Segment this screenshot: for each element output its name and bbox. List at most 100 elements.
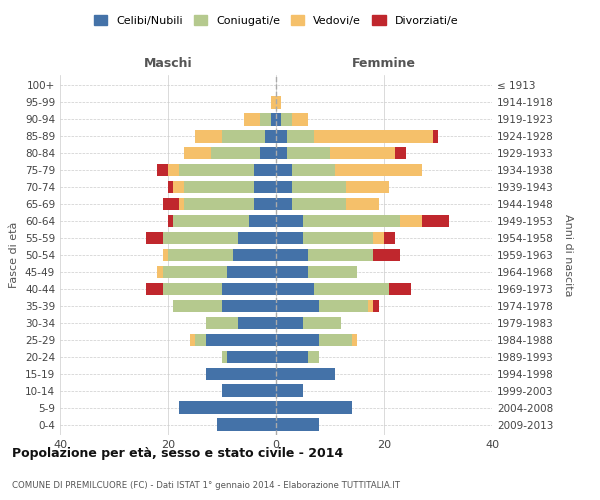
Bar [389, 282, 411, 296]
Bar [276, 113, 281, 126]
Bar [276, 214, 303, 228]
Bar [352, 334, 357, 346]
Bar [195, 334, 206, 346]
Bar [373, 248, 400, 262]
Bar [276, 130, 287, 142]
Y-axis label: Anni di nascita: Anni di nascita [563, 214, 573, 296]
Bar [179, 198, 184, 210]
Text: Maschi: Maschi [143, 57, 193, 70]
Bar [260, 113, 271, 126]
Bar [249, 214, 276, 228]
Bar [184, 198, 254, 210]
Bar [168, 248, 233, 262]
Bar [276, 384, 303, 397]
Bar [433, 130, 438, 142]
Bar [346, 180, 389, 194]
Bar [168, 164, 179, 176]
Bar [319, 300, 368, 312]
Bar [222, 350, 227, 364]
Bar [157, 266, 163, 278]
Bar [292, 164, 335, 176]
Bar [168, 180, 173, 194]
Bar [260, 146, 276, 160]
Bar [276, 248, 308, 262]
Bar [303, 316, 341, 330]
Bar [276, 350, 308, 364]
Bar [346, 198, 379, 210]
Bar [217, 418, 276, 431]
Bar [276, 266, 308, 278]
Text: Popolazione per età, sesso e stato civile - 2014: Popolazione per età, sesso e stato civil… [12, 448, 343, 460]
Bar [211, 146, 260, 160]
Bar [184, 180, 254, 194]
Bar [422, 214, 449, 228]
Bar [179, 164, 254, 176]
Bar [276, 282, 314, 296]
Bar [206, 368, 276, 380]
Bar [308, 266, 357, 278]
Bar [276, 334, 319, 346]
Bar [206, 316, 238, 330]
Bar [287, 130, 314, 142]
Bar [222, 282, 276, 296]
Bar [184, 146, 211, 160]
Bar [308, 350, 319, 364]
Bar [157, 164, 168, 176]
Bar [168, 214, 173, 228]
Bar [276, 146, 287, 160]
Bar [319, 334, 352, 346]
Bar [254, 180, 276, 194]
Bar [335, 164, 422, 176]
Text: Femmine: Femmine [352, 57, 416, 70]
Bar [292, 180, 346, 194]
Bar [179, 402, 276, 414]
Bar [276, 232, 303, 244]
Bar [238, 316, 276, 330]
Bar [276, 316, 303, 330]
Bar [276, 418, 319, 431]
Bar [195, 130, 222, 142]
Bar [206, 334, 276, 346]
Bar [254, 198, 276, 210]
Bar [276, 368, 335, 380]
Bar [163, 282, 222, 296]
Bar [308, 248, 373, 262]
Bar [373, 300, 379, 312]
Bar [303, 214, 400, 228]
Bar [163, 198, 179, 210]
Bar [238, 232, 276, 244]
Bar [163, 232, 238, 244]
Bar [314, 282, 389, 296]
Bar [173, 300, 222, 312]
Bar [163, 248, 168, 262]
Bar [265, 130, 276, 142]
Y-axis label: Fasce di età: Fasce di età [10, 222, 19, 288]
Bar [292, 113, 308, 126]
Bar [276, 300, 319, 312]
Bar [233, 248, 276, 262]
Bar [395, 146, 406, 160]
Bar [244, 113, 260, 126]
Bar [400, 214, 422, 228]
Bar [163, 266, 227, 278]
Legend: Celibi/Nubili, Coniugati/e, Vedovi/e, Divorziati/e: Celibi/Nubili, Coniugati/e, Vedovi/e, Di… [89, 10, 463, 30]
Bar [146, 282, 163, 296]
Bar [190, 334, 195, 346]
Text: COMUNE DI PREMILCUORE (FC) - Dati ISTAT 1° gennaio 2014 - Elaborazione TUTTITALI: COMUNE DI PREMILCUORE (FC) - Dati ISTAT … [12, 480, 400, 490]
Bar [173, 214, 249, 228]
Bar [276, 164, 292, 176]
Bar [373, 232, 384, 244]
Bar [222, 130, 265, 142]
Bar [146, 232, 163, 244]
Bar [254, 164, 276, 176]
Bar [271, 113, 276, 126]
Bar [271, 96, 276, 108]
Bar [368, 300, 373, 312]
Bar [276, 402, 352, 414]
Bar [276, 180, 292, 194]
Bar [303, 232, 373, 244]
Bar [276, 198, 292, 210]
Bar [222, 384, 276, 397]
Bar [173, 180, 184, 194]
Bar [314, 130, 433, 142]
